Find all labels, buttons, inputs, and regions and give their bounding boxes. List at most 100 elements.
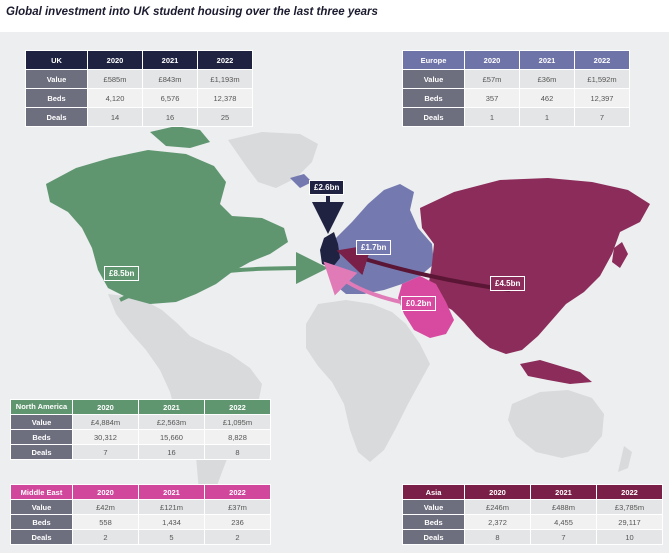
table-cell: 5: [138, 529, 205, 545]
row-label-beds: Beds: [10, 429, 73, 445]
table-cell: 12,378: [197, 88, 253, 108]
japan-shape: [612, 242, 628, 268]
table-header-region: UK: [25, 50, 88, 70]
asia-flow-arrow: [336, 244, 511, 292]
row-label-value: Value: [402, 499, 465, 515]
iceland-shape: [290, 174, 312, 188]
table-cell: 8: [204, 444, 271, 460]
table-header-region: Europe: [402, 50, 465, 70]
table-header-year: 2021: [530, 484, 597, 500]
table-cell: 16: [138, 444, 205, 460]
table-header-year: 2022: [197, 50, 253, 70]
table-header-year: 2020: [72, 399, 139, 415]
asia-flow-label: £4.5bn: [490, 276, 526, 291]
table-header-year: 2020: [72, 484, 139, 500]
table-cell: £4,884m: [72, 414, 139, 430]
row-label-beds: Beds: [10, 514, 73, 530]
asia-shape: [420, 178, 650, 354]
table-cell: 15,660: [138, 429, 205, 445]
page-title: Global investment into UK student housin…: [6, 6, 378, 18]
row-label-value: Value: [10, 414, 73, 430]
uk-stats-table: UK 2020 2021 2022 Value £585m £843m £1,1…: [25, 50, 253, 127]
europe-stats-table: Europe 2020 2021 2022 Value £57m £36m £1…: [402, 50, 630, 127]
table-cell: 25: [197, 107, 253, 127]
table-header-year: 2021: [519, 50, 575, 70]
row-label-deals: Deals: [10, 444, 73, 460]
north-america-stats-table: North America 2020 2021 2022 Value £4,88…: [10, 399, 271, 460]
row-label-beds: Beds: [25, 88, 88, 108]
table-cell: 7: [574, 107, 630, 127]
north-america-flow-arrow: [119, 252, 328, 302]
table-header-year: 2022: [204, 399, 271, 415]
table-cell: 16: [142, 107, 198, 127]
table-cell: £121m: [138, 499, 205, 515]
table-cell: £1,592m: [574, 69, 630, 89]
greenland-shape: [228, 132, 318, 188]
table-header-year: 2022: [204, 484, 271, 500]
row-label-deals: Deals: [25, 107, 88, 127]
table-header-region: Asia: [402, 484, 465, 500]
table-cell: £37m: [204, 499, 271, 515]
table-header-year: 2021: [142, 50, 198, 70]
middle-east-stats-table: Middle East 2020 2021 2022 Value £42m £1…: [10, 484, 271, 545]
table-cell: 1: [519, 107, 575, 127]
row-label-deals: Deals: [10, 529, 73, 545]
europe-flow-label: £1.7bn: [356, 240, 392, 255]
se-asia-islands-shape: [520, 360, 592, 384]
table-cell: 558: [72, 514, 139, 530]
table-cell: £2,563m: [138, 414, 205, 430]
arctic-islands-shape: [150, 126, 210, 148]
table-cell: 357: [464, 88, 520, 108]
table-cell: £42m: [72, 499, 139, 515]
table-cell: £488m: [530, 499, 597, 515]
table-cell: 2: [72, 529, 139, 545]
table-cell: £36m: [519, 69, 575, 89]
table-cell: 462: [519, 88, 575, 108]
table-cell: 2: [204, 529, 271, 545]
row-label-beds: Beds: [402, 514, 465, 530]
table-cell: 30,312: [72, 429, 139, 445]
north-america-flow-label: £8.5bn: [104, 266, 140, 281]
table-header-year: 2022: [596, 484, 663, 500]
row-label-value: Value: [25, 69, 88, 89]
table-cell: 8: [464, 529, 531, 545]
table-cell: £246m: [464, 499, 531, 515]
table-cell: £843m: [142, 69, 198, 89]
table-cell: £1,193m: [197, 69, 253, 89]
row-label-deals: Deals: [402, 529, 465, 545]
table-cell: £3,785m: [596, 499, 663, 515]
table-cell: 4,120: [87, 88, 143, 108]
asia-stats-table: Asia 2020 2021 2022 Value £246m £488m £3…: [402, 484, 663, 545]
row-label-beds: Beds: [402, 88, 465, 108]
table-cell: 236: [204, 514, 271, 530]
table-cell: 1: [464, 107, 520, 127]
table-header-year: 2021: [138, 484, 205, 500]
australia-shape: [508, 390, 604, 458]
table-cell: 6,576: [142, 88, 198, 108]
uk-flow-label: £2.6bn: [309, 180, 345, 195]
table-cell: 29,117: [596, 514, 663, 530]
row-label-value: Value: [10, 499, 73, 515]
table-header-year: 2021: [138, 399, 205, 415]
table-cell: £57m: [464, 69, 520, 89]
north-america-shape: [46, 150, 288, 304]
new-zealand-shape: [618, 446, 632, 472]
africa-shape: [306, 300, 430, 462]
table-header-year: 2022: [574, 50, 630, 70]
table-header-year: 2020: [87, 50, 143, 70]
table-cell: 8,828: [204, 429, 271, 445]
table-cell: 7: [72, 444, 139, 460]
table-cell: £585m: [87, 69, 143, 89]
table-header-year: 2020: [464, 484, 531, 500]
table-header-year: 2020: [464, 50, 520, 70]
table-header-region: Middle East: [10, 484, 73, 500]
table-cell: 7: [530, 529, 597, 545]
table-cell: 14: [87, 107, 143, 127]
table-cell: 10: [596, 529, 663, 545]
table-cell: 12,397: [574, 88, 630, 108]
table-cell: £1,095m: [204, 414, 271, 430]
row-label-value: Value: [402, 69, 465, 89]
row-label-deals: Deals: [402, 107, 465, 127]
middle-east-flow-label: £0.2bn: [401, 296, 437, 311]
table-cell: 2,372: [464, 514, 531, 530]
